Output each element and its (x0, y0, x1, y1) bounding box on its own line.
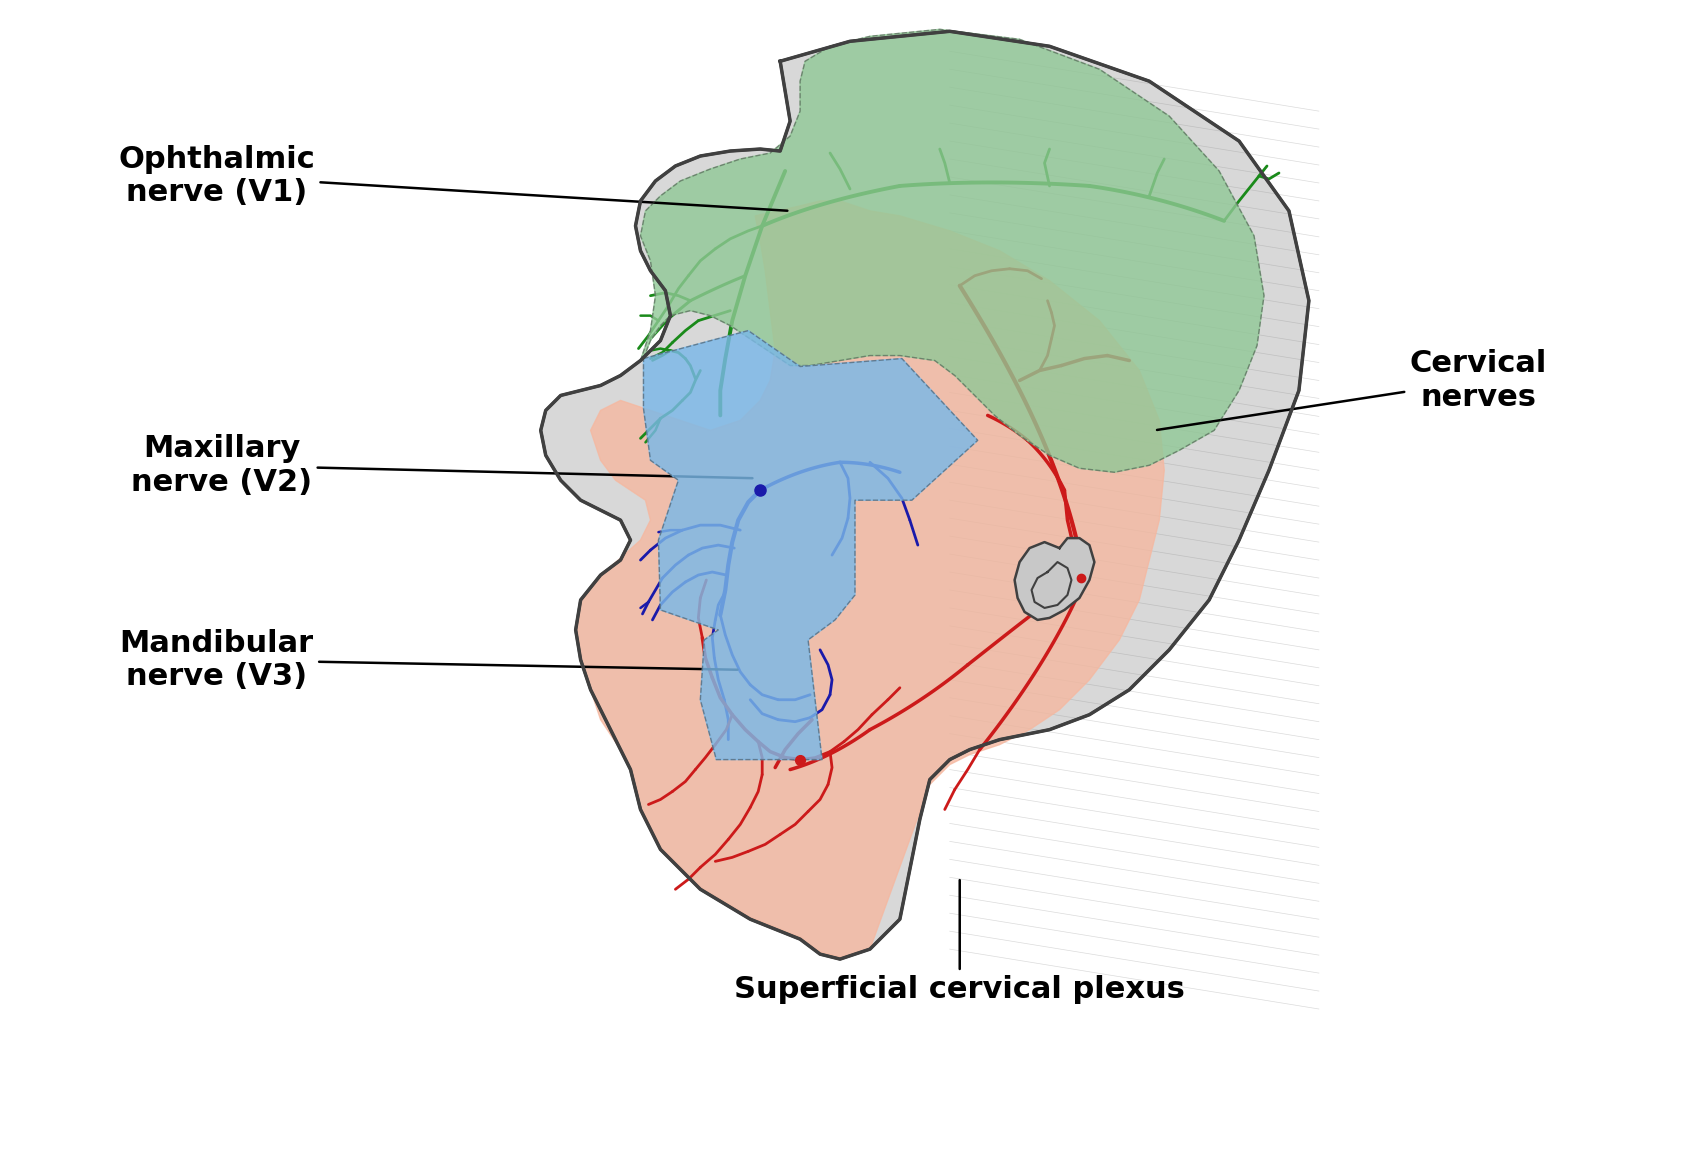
Polygon shape (1015, 539, 1094, 619)
Text: Cervical
nerves: Cervical nerves (1157, 349, 1547, 430)
Text: Superficial cervical plexus: Superficial cervical plexus (734, 881, 1185, 1004)
Polygon shape (575, 201, 1163, 957)
Polygon shape (641, 29, 1263, 472)
Text: Mandibular
nerve (V3): Mandibular nerve (V3) (120, 629, 737, 691)
Polygon shape (541, 32, 1309, 959)
Polygon shape (644, 330, 977, 760)
Text: Ophthalmic
nerve (V1): Ophthalmic nerve (V1) (118, 145, 788, 211)
Text: Maxillary
nerve (V2): Maxillary nerve (V2) (130, 434, 752, 497)
